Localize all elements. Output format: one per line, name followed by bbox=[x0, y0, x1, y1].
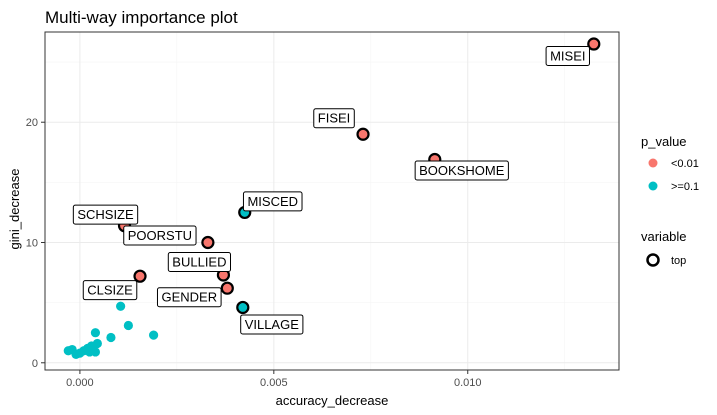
point-label-box bbox=[242, 191, 303, 212]
point-label-box bbox=[82, 280, 138, 301]
point-label-bullied: BULLIED bbox=[167, 251, 232, 272]
point-label-poorstu: POORSTU bbox=[123, 225, 197, 246]
x-tick-label: 0.005 bbox=[260, 377, 288, 389]
top-point-clsize bbox=[133, 269, 147, 283]
point-label-box bbox=[167, 251, 232, 272]
x-tick-label: 0.000 bbox=[66, 377, 94, 389]
point-label-gender: GENDER bbox=[156, 287, 222, 308]
x-tick-label: 0.010 bbox=[454, 377, 482, 389]
point-label-box bbox=[313, 108, 355, 129]
point-labels: MISEI FISEI BOOKSHOME MISCED SCHSIZE POORSTU B… bbox=[72, 46, 590, 335]
legend: p_value <0.01 >=0.1 variable top bbox=[641, 134, 699, 267]
point-label-text: GENDER bbox=[161, 290, 217, 305]
data-point bbox=[123, 320, 133, 331]
data-point bbox=[90, 328, 101, 338]
point-label-text: BULLIED bbox=[172, 254, 226, 269]
y-tick-label: 0 bbox=[32, 358, 38, 370]
top-point-gender bbox=[220, 281, 234, 295]
point-label-misced: MISCED bbox=[242, 191, 303, 212]
point-label-box bbox=[72, 204, 139, 225]
point-label-box bbox=[545, 46, 590, 67]
point-label-box bbox=[156, 287, 222, 308]
top-point-fisei bbox=[356, 127, 370, 141]
x-axis-title: accuracy_decrease bbox=[276, 393, 389, 408]
top-point-village bbox=[236, 300, 250, 315]
point-label-box bbox=[123, 225, 197, 246]
point-label-text: POORSTU bbox=[128, 228, 192, 243]
top-point-misei bbox=[587, 37, 601, 51]
point-label-text: VILLAGE bbox=[245, 317, 300, 332]
point-label-text: CLSIZE bbox=[87, 283, 133, 298]
point-label-text: MISCED bbox=[247, 194, 298, 209]
top-point-poorstu bbox=[201, 235, 215, 250]
legend-title-variable: variable bbox=[641, 229, 687, 244]
data-point bbox=[148, 330, 159, 340]
point-label-text: MISEI bbox=[550, 49, 585, 64]
legend-title-p-value: p_value bbox=[641, 134, 687, 149]
legend-key-top bbox=[646, 253, 660, 267]
data-point bbox=[116, 301, 126, 311]
chart-title: Multi-way importance plot bbox=[45, 8, 238, 27]
point-label-clsize: CLSIZE bbox=[82, 280, 138, 301]
y-tick-label: 10 bbox=[26, 237, 38, 249]
point-label-box bbox=[414, 160, 509, 181]
point-label-text: FISEI bbox=[318, 111, 351, 126]
legend-label-ge-01: >=0.1 bbox=[671, 181, 699, 193]
data-point bbox=[67, 344, 77, 355]
point-label-text: SCHSIZE bbox=[77, 207, 134, 222]
panel-border bbox=[44, 31, 620, 371]
legend-label-top: top bbox=[671, 255, 686, 267]
point-label-fisei: FISEI bbox=[313, 108, 355, 129]
legend-label-lt-001: <0.01 bbox=[671, 158, 699, 170]
data-point bbox=[106, 332, 116, 343]
y-axis-title: gini_decrease bbox=[7, 169, 22, 250]
plot-panel: 0.000 0.005 0.01001020MISEIFISEIBOOKSHOMEM… bbox=[26, 31, 620, 389]
data-point bbox=[85, 347, 95, 357]
legend-key-ge-01 bbox=[648, 181, 658, 191]
point-label-village: VILLAGE bbox=[240, 314, 304, 335]
legend-key-lt-001 bbox=[648, 158, 658, 168]
point-label-bookshome: BOOKSHOME bbox=[414, 160, 509, 181]
point-label-text: BOOKSHOME bbox=[419, 163, 505, 178]
point-label-schsize: SCHSIZE bbox=[72, 204, 139, 225]
point-label-box bbox=[240, 314, 304, 335]
point-label-misei: MISEI bbox=[545, 46, 590, 67]
y-tick-label: 20 bbox=[26, 117, 38, 129]
